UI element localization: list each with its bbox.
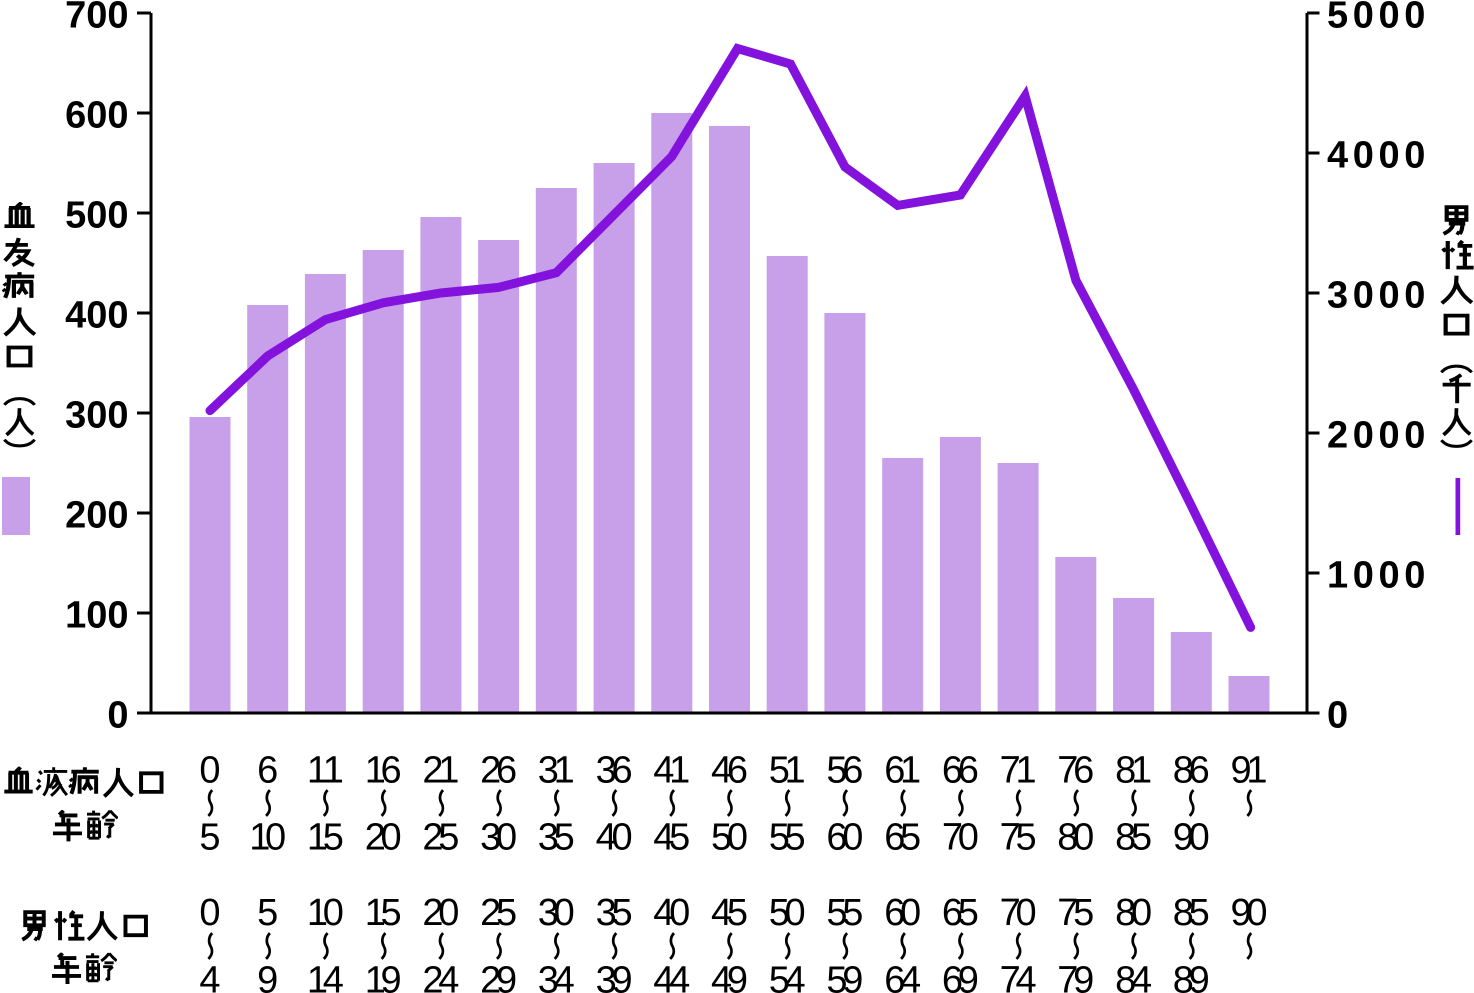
svg-text:200: 200	[65, 495, 128, 537]
svg-text:76: 76	[1057, 749, 1094, 791]
svg-text:91: 91	[1231, 749, 1268, 791]
svg-text:75: 75	[1000, 816, 1037, 858]
svg-text:60: 60	[826, 816, 863, 858]
svg-text:15: 15	[307, 816, 344, 858]
svg-text:3000: 3000	[1327, 275, 1430, 317]
svg-text:71: 71	[1000, 749, 1037, 791]
svg-text:80: 80	[1115, 892, 1152, 934]
svg-text:45: 45	[711, 892, 748, 934]
svg-text:0: 0	[1327, 695, 1353, 737]
svg-text:64: 64	[884, 959, 921, 993]
svg-text:85: 85	[1115, 816, 1152, 858]
svg-text:75: 75	[1057, 892, 1094, 934]
svg-text:59: 59	[826, 959, 863, 993]
svg-text:49: 49	[711, 959, 748, 993]
svg-text:50: 50	[769, 892, 806, 934]
svg-text:25: 25	[422, 816, 459, 858]
svg-text:60: 60	[884, 892, 921, 934]
svg-text:5: 5	[199, 816, 220, 858]
svg-text:46: 46	[711, 749, 748, 791]
svg-text:45: 45	[653, 816, 690, 858]
svg-text:36: 36	[596, 749, 633, 791]
svg-text:5: 5	[257, 892, 278, 934]
svg-text:20: 20	[365, 816, 402, 858]
svg-text:1000: 1000	[1327, 555, 1430, 597]
svg-text:55: 55	[769, 816, 806, 858]
svg-text:30: 30	[480, 816, 517, 858]
svg-text:74: 74	[1000, 959, 1037, 993]
svg-text:400: 400	[65, 295, 128, 337]
svg-text:4: 4	[199, 959, 220, 993]
svg-text:600: 600	[65, 95, 128, 137]
svg-text:44: 44	[653, 959, 690, 993]
svg-text:90: 90	[1173, 816, 1210, 858]
svg-text:86: 86	[1173, 749, 1210, 791]
svg-text:30: 30	[538, 892, 575, 934]
svg-text:65: 65	[884, 816, 921, 858]
svg-text:300: 300	[65, 395, 128, 437]
svg-text:41: 41	[653, 749, 690, 791]
svg-text:20: 20	[422, 892, 459, 934]
svg-text:5000: 5000	[1327, 0, 1430, 37]
svg-text:10: 10	[307, 892, 344, 934]
svg-text:66: 66	[942, 749, 979, 791]
svg-text:81: 81	[1115, 749, 1152, 791]
svg-text:69: 69	[942, 959, 979, 993]
svg-text:39: 39	[596, 959, 633, 993]
svg-text:56: 56	[826, 749, 863, 791]
svg-text:0: 0	[199, 749, 220, 791]
svg-text:40: 40	[653, 892, 690, 934]
svg-text:16: 16	[365, 749, 402, 791]
svg-text:9: 9	[257, 959, 278, 993]
svg-text:35: 35	[538, 816, 575, 858]
svg-text:15: 15	[365, 892, 402, 934]
svg-text:6: 6	[257, 749, 278, 791]
svg-text:70: 70	[942, 816, 979, 858]
svg-text:24: 24	[422, 959, 459, 993]
svg-text:70: 70	[1000, 892, 1037, 934]
svg-text:100: 100	[65, 595, 128, 637]
svg-text:700: 700	[65, 0, 128, 37]
svg-text:85: 85	[1173, 892, 1210, 934]
svg-text:55: 55	[826, 892, 863, 934]
svg-text:10: 10	[249, 816, 286, 858]
svg-text:34: 34	[538, 959, 575, 993]
svg-text:14: 14	[307, 959, 344, 993]
svg-text:54: 54	[769, 959, 806, 993]
svg-text:79: 79	[1057, 959, 1094, 993]
svg-text:90: 90	[1231, 892, 1268, 934]
svg-text:50: 50	[711, 816, 748, 858]
svg-text:51: 51	[769, 749, 806, 791]
svg-text:29: 29	[480, 959, 517, 993]
svg-text:26: 26	[480, 749, 517, 791]
svg-text:40: 40	[596, 816, 633, 858]
svg-text:2000: 2000	[1327, 415, 1430, 457]
svg-text:65: 65	[942, 892, 979, 934]
svg-text:500: 500	[65, 195, 128, 237]
svg-text:21: 21	[422, 749, 459, 791]
svg-text:89: 89	[1173, 959, 1210, 993]
svg-text:11: 11	[307, 749, 344, 791]
svg-text:0: 0	[107, 695, 128, 737]
svg-text:84: 84	[1115, 959, 1152, 993]
svg-text:0: 0	[199, 892, 220, 934]
svg-text:31: 31	[538, 749, 575, 791]
svg-text:80: 80	[1057, 816, 1094, 858]
svg-text:35: 35	[596, 892, 633, 934]
svg-text:61: 61	[884, 749, 921, 791]
svg-text:25: 25	[480, 892, 517, 934]
svg-text:19: 19	[365, 959, 402, 993]
svg-text:4000: 4000	[1327, 135, 1430, 177]
